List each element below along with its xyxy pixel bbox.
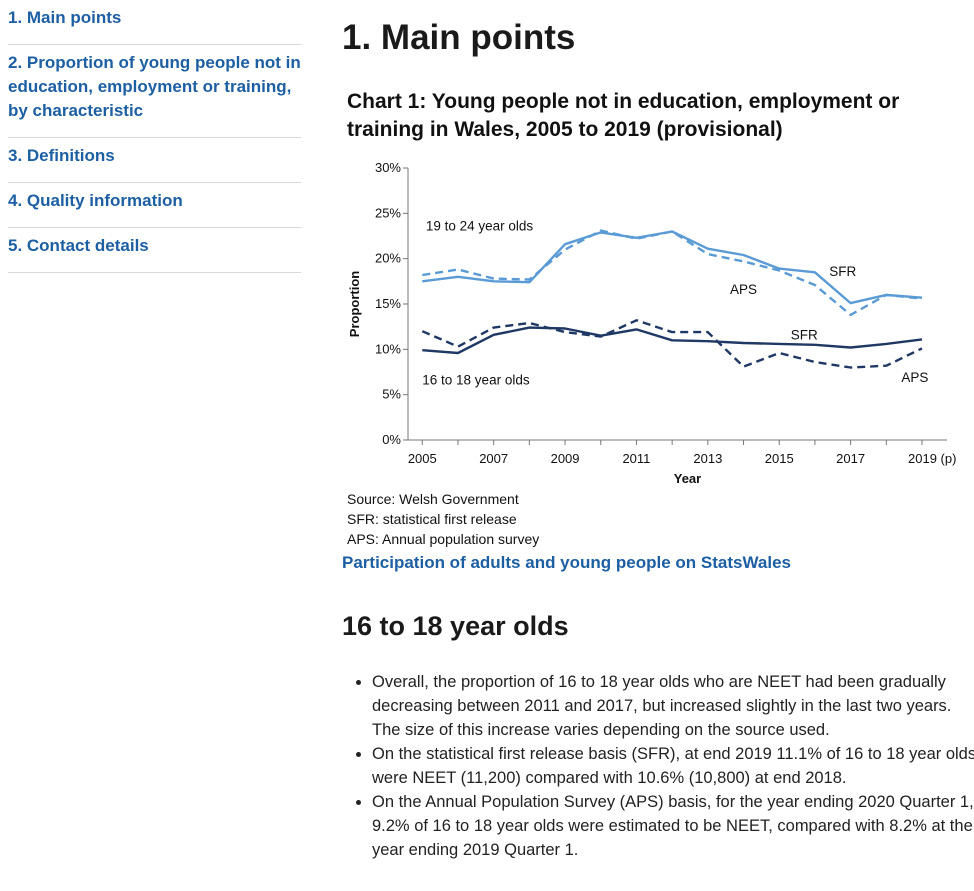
chart-source-note: Source: Welsh Government	[347, 491, 519, 507]
y-axis-title: Proportion	[347, 271, 362, 337]
chart-notes: Source: Welsh Government SFR: statistica…	[347, 489, 539, 549]
chart-annotation: SFR	[791, 327, 818, 342]
table-of-contents: 1. Main points 2. Proportion of young pe…	[8, 0, 301, 273]
toc-link-proportion[interactable]: 2. Proportion of young people not in edu…	[8, 53, 301, 120]
toc-item-quality: 4. Quality information	[8, 183, 301, 228]
chart-sfr-note: SFR: statistical first release	[347, 511, 517, 527]
toc-link-quality[interactable]: 4. Quality information	[8, 191, 183, 210]
series-line-19-dashed	[422, 229, 923, 317]
x-tick-label: 2017	[836, 451, 865, 466]
y-tick-label: 5%	[382, 387, 401, 402]
series-line-16-solid	[422, 326, 923, 355]
series-line-16-dashed	[421, 319, 923, 369]
bullet-list: Overall, the proportion of 16 to 18 year…	[356, 670, 974, 862]
x-tick-label: 2007	[479, 451, 508, 466]
toc-item-contact: 5. Contact details	[8, 228, 301, 273]
y-tick-label: 20%	[375, 251, 401, 266]
toc-link-contact[interactable]: 5. Contact details	[8, 236, 149, 255]
x-tick-label: 2009	[551, 451, 580, 466]
chart-annotation: APS	[901, 370, 928, 385]
y-tick-label: 0%	[382, 432, 401, 447]
statswales-link[interactable]: Participation of adults and young people…	[342, 553, 791, 572]
toc-link-main-points[interactable]: 1. Main points	[8, 8, 122, 27]
y-tick-label: 30%	[375, 160, 401, 175]
chart-aps-note: APS: Annual population survey	[347, 531, 540, 547]
y-tick-label: 15%	[375, 296, 401, 311]
bullet-item: Overall, the proportion of 16 to 18 year…	[372, 670, 974, 742]
bullet-item: On the Annual Population Survey (APS) ba…	[372, 790, 974, 862]
chart-title: Chart 1: Young people not in education, …	[347, 90, 900, 141]
chart-annotation: 19 to 24 year olds	[426, 219, 534, 234]
y-tick-label: 10%	[375, 341, 401, 356]
x-tick-label: 2019 (p)	[908, 451, 956, 466]
page-title: 1. Main points	[342, 18, 576, 57]
x-tick-label: 2013	[693, 451, 722, 466]
chart-annotation: APS	[730, 282, 757, 297]
toc-link-definitions[interactable]: 3. Definitions	[8, 146, 115, 165]
series-line-19-solid	[422, 230, 923, 305]
toc-item-main-points: 1. Main points	[8, 0, 301, 45]
x-tick-label: 2015	[765, 451, 794, 466]
section-heading: 16 to 18 year olds	[342, 611, 569, 641]
toc-item-definitions: 3. Definitions	[8, 138, 301, 183]
chart-annotation: 16 to 18 year olds	[422, 373, 530, 388]
chart-annotation: SFR	[829, 264, 856, 279]
neet-line-chart: 0% 5% 10% 15% 20% 25% 30% 2005 2007 2009 2011 2013 2…	[347, 160, 956, 486]
x-axis-title: Year	[674, 471, 701, 486]
x-tick-label: 2005	[408, 451, 437, 466]
y-tick-label: 25%	[375, 205, 401, 220]
x-tick-label: 2011	[622, 451, 650, 466]
bullet-item: On the statistical first release basis (…	[372, 742, 974, 790]
toc-item-proportion: 2. Proportion of young people not in edu…	[8, 45, 301, 138]
